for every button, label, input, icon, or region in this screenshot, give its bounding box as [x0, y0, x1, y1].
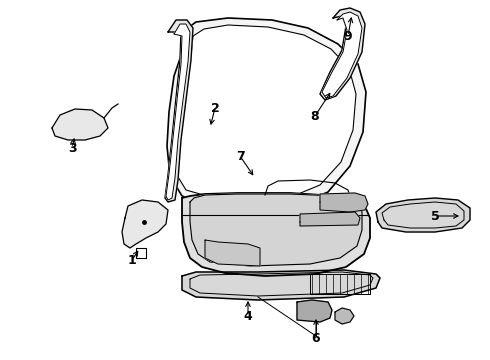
Polygon shape: [167, 18, 366, 211]
Polygon shape: [322, 12, 362, 98]
Polygon shape: [166, 24, 190, 200]
Polygon shape: [122, 200, 168, 248]
Polygon shape: [173, 25, 356, 203]
Text: 9: 9: [343, 30, 352, 42]
Polygon shape: [320, 193, 368, 212]
Text: 1: 1: [127, 253, 136, 266]
Polygon shape: [182, 193, 370, 276]
Polygon shape: [335, 308, 354, 324]
Polygon shape: [297, 300, 332, 322]
Text: 3: 3: [68, 141, 76, 154]
Polygon shape: [300, 212, 360, 226]
Polygon shape: [52, 109, 108, 140]
Polygon shape: [376, 198, 470, 232]
Polygon shape: [182, 270, 380, 300]
Polygon shape: [205, 240, 260, 266]
Polygon shape: [320, 8, 365, 100]
Text: 8: 8: [311, 109, 319, 122]
Text: 5: 5: [431, 210, 440, 222]
Text: 4: 4: [244, 310, 252, 323]
Text: 6: 6: [312, 332, 320, 345]
Text: 7: 7: [236, 149, 245, 162]
Polygon shape: [165, 20, 193, 202]
Text: 2: 2: [211, 102, 220, 114]
Polygon shape: [190, 194, 362, 266]
